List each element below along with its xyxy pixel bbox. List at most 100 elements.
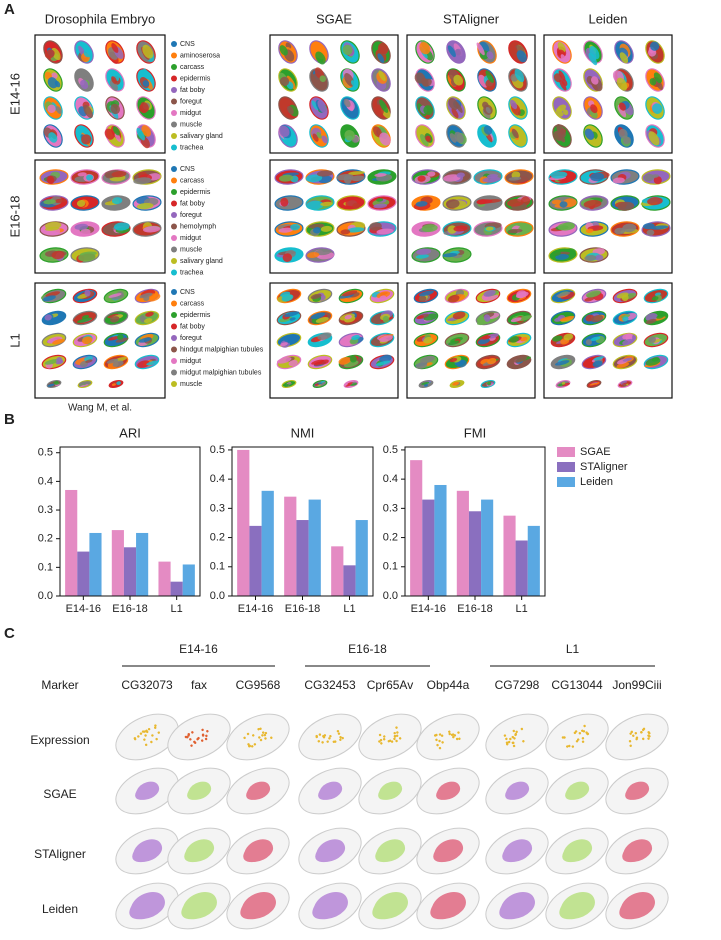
embryo-region — [289, 317, 296, 321]
embryo — [132, 169, 162, 185]
embryo — [39, 247, 69, 263]
embryo-3d — [545, 827, 609, 875]
embryo-region — [86, 174, 94, 181]
embryo — [274, 221, 304, 237]
embryo-region — [644, 173, 655, 182]
embryo-region — [56, 356, 63, 365]
column-title: SGAE — [316, 11, 352, 26]
segment-blob — [315, 839, 345, 863]
expression-dot — [252, 734, 255, 737]
embryo — [643, 354, 669, 370]
segment-blob — [433, 839, 463, 863]
row-label: SGAE — [43, 787, 76, 801]
embryo-region — [290, 223, 301, 231]
expression-dot — [458, 737, 461, 740]
y-tick-label: 0.2 — [210, 531, 225, 543]
embryo — [411, 195, 441, 211]
x-tick-label: L1 — [343, 603, 355, 615]
embryo-region — [379, 295, 387, 301]
embryo — [309, 96, 329, 120]
embryo-region — [317, 332, 332, 340]
expression-dot — [264, 737, 267, 740]
embryo — [72, 332, 98, 348]
legend-label: epidermis — [180, 75, 211, 82]
embryo-region — [54, 382, 60, 385]
embryo-region — [417, 175, 426, 182]
expression-dot — [339, 736, 342, 739]
embryo — [552, 40, 572, 64]
row-label: E16-18 — [7, 196, 22, 238]
embryo-region — [561, 382, 566, 385]
embryo-region — [378, 42, 389, 55]
embryo — [449, 379, 465, 389]
embryo — [415, 96, 435, 120]
embryo — [309, 40, 329, 65]
axes-frame — [404, 446, 546, 597]
marker-name: CG7298 — [495, 678, 540, 692]
embryo — [43, 68, 63, 92]
embryo — [617, 379, 633, 389]
embryo-region — [486, 51, 494, 60]
expression-dot — [505, 737, 508, 741]
embryo-region — [343, 98, 351, 108]
expression-dot — [379, 738, 383, 742]
embryo-region — [375, 360, 391, 366]
embryo-region — [483, 290, 496, 297]
bar — [481, 499, 494, 596]
embryo-region — [47, 383, 55, 387]
expression-dot — [257, 727, 260, 731]
expression-dot — [190, 744, 193, 747]
expression-dot — [196, 738, 199, 741]
embryo — [103, 332, 129, 348]
embryo — [552, 96, 572, 120]
embryo — [442, 247, 472, 263]
embryo — [508, 96, 528, 120]
embryo-region — [281, 294, 294, 302]
legend-label: muscle — [180, 121, 202, 128]
embryo — [134, 310, 160, 326]
embryo — [475, 332, 501, 348]
expression-dot — [575, 740, 579, 743]
embryo-region — [550, 171, 568, 179]
bar — [89, 532, 102, 596]
embryo — [645, 96, 665, 120]
embryo — [134, 288, 161, 304]
legend-dot — [171, 41, 177, 47]
embryo-region — [645, 318, 657, 324]
legend-dot — [171, 189, 177, 195]
embryo — [338, 310, 364, 326]
embryo-region — [45, 291, 61, 297]
embryo-region — [650, 225, 669, 230]
embryo — [371, 68, 391, 92]
expression-dot — [452, 735, 455, 739]
embryo-region — [420, 355, 435, 364]
embryo-region — [44, 49, 55, 59]
expression-dot — [248, 744, 252, 748]
bar — [503, 515, 516, 596]
expression-dot — [154, 724, 157, 727]
embryo-3d — [226, 882, 290, 930]
embryo-region — [562, 382, 571, 387]
embryo-region — [288, 359, 298, 367]
embryo-region — [112, 126, 120, 136]
embryo-region — [77, 317, 93, 323]
embryo-region — [423, 105, 433, 115]
expression-dot — [514, 733, 517, 737]
panel-box — [406, 159, 536, 274]
embryo-3d — [298, 767, 362, 815]
expression-dot — [568, 744, 571, 748]
expression-dot — [642, 737, 645, 741]
segment-blob — [246, 781, 270, 800]
embryo-region — [146, 360, 159, 366]
expression-dot — [395, 739, 398, 743]
embryo — [41, 354, 67, 370]
embryo — [41, 310, 67, 326]
legend-dot — [171, 200, 177, 207]
x-tick-label: E14-16 — [411, 603, 446, 615]
embryo-3d — [358, 827, 422, 875]
marker-name: Jon99Ciii — [612, 678, 661, 692]
expression-dot — [144, 743, 148, 747]
embryo-region — [590, 336, 601, 341]
panel-box — [34, 34, 166, 154]
